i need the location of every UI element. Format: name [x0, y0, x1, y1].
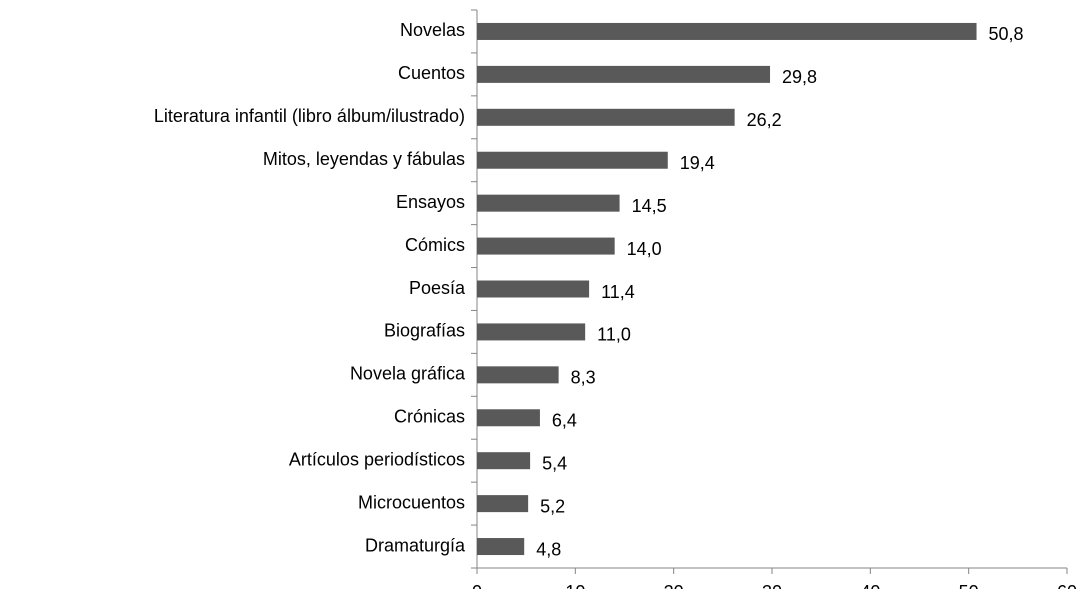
y-tick-label: Novelas [400, 20, 465, 40]
bar [477, 65, 771, 83]
bar [477, 194, 620, 212]
y-tick-label: Literatura infantil (libro álbum/ilustra… [154, 106, 465, 126]
x-tick-label: 40 [860, 582, 880, 589]
x-tick-label: 60 [1057, 582, 1077, 589]
value-label: 4,8 [536, 539, 561, 559]
y-tick-label: Microcuentos [358, 492, 465, 512]
x-tick-label: 10 [565, 582, 585, 589]
y-tick-label: Crónicas [394, 407, 465, 427]
bar [477, 538, 525, 556]
bar [477, 280, 590, 298]
bar [477, 409, 540, 427]
value-label: 11,4 [601, 282, 635, 302]
value-label: 26,2 [747, 110, 782, 130]
y-tick-label: Poesía [409, 278, 466, 298]
value-label: 8,3 [571, 368, 596, 388]
bar [477, 22, 977, 40]
y-tick-label: Dramaturgía [365, 535, 466, 555]
bar [477, 108, 735, 126]
value-label: 11,0 [597, 325, 631, 345]
y-tick-label: Artículos periodísticos [289, 449, 465, 469]
y-tick-label: Biografías [384, 321, 465, 341]
bar [477, 151, 668, 169]
x-tick-label: 20 [664, 582, 684, 589]
value-label: 14,0 [627, 239, 662, 259]
x-tick-label: 30 [762, 582, 782, 589]
value-label: 5,4 [542, 453, 567, 473]
y-tick-label: Novela gráfica [350, 364, 466, 384]
value-label: 6,4 [552, 411, 577, 431]
bar [477, 452, 531, 470]
value-label: 19,4 [680, 153, 715, 173]
x-tick-label: 0 [472, 582, 482, 589]
y-tick-label: Mitos, leyendas y fábulas [263, 149, 465, 169]
x-tick-label: 50 [959, 582, 979, 589]
bar [477, 495, 529, 513]
y-tick-label: Cuentos [398, 63, 465, 83]
value-label: 29,8 [782, 67, 817, 87]
bar [477, 237, 615, 255]
value-label: 14,5 [632, 196, 667, 216]
bar [477, 323, 586, 341]
value-label: 50,8 [989, 24, 1024, 44]
bar [477, 366, 559, 384]
y-tick-label: Ensayos [396, 192, 465, 212]
y-tick-label: Cómics [405, 235, 465, 255]
value-label: 5,2 [540, 496, 565, 516]
